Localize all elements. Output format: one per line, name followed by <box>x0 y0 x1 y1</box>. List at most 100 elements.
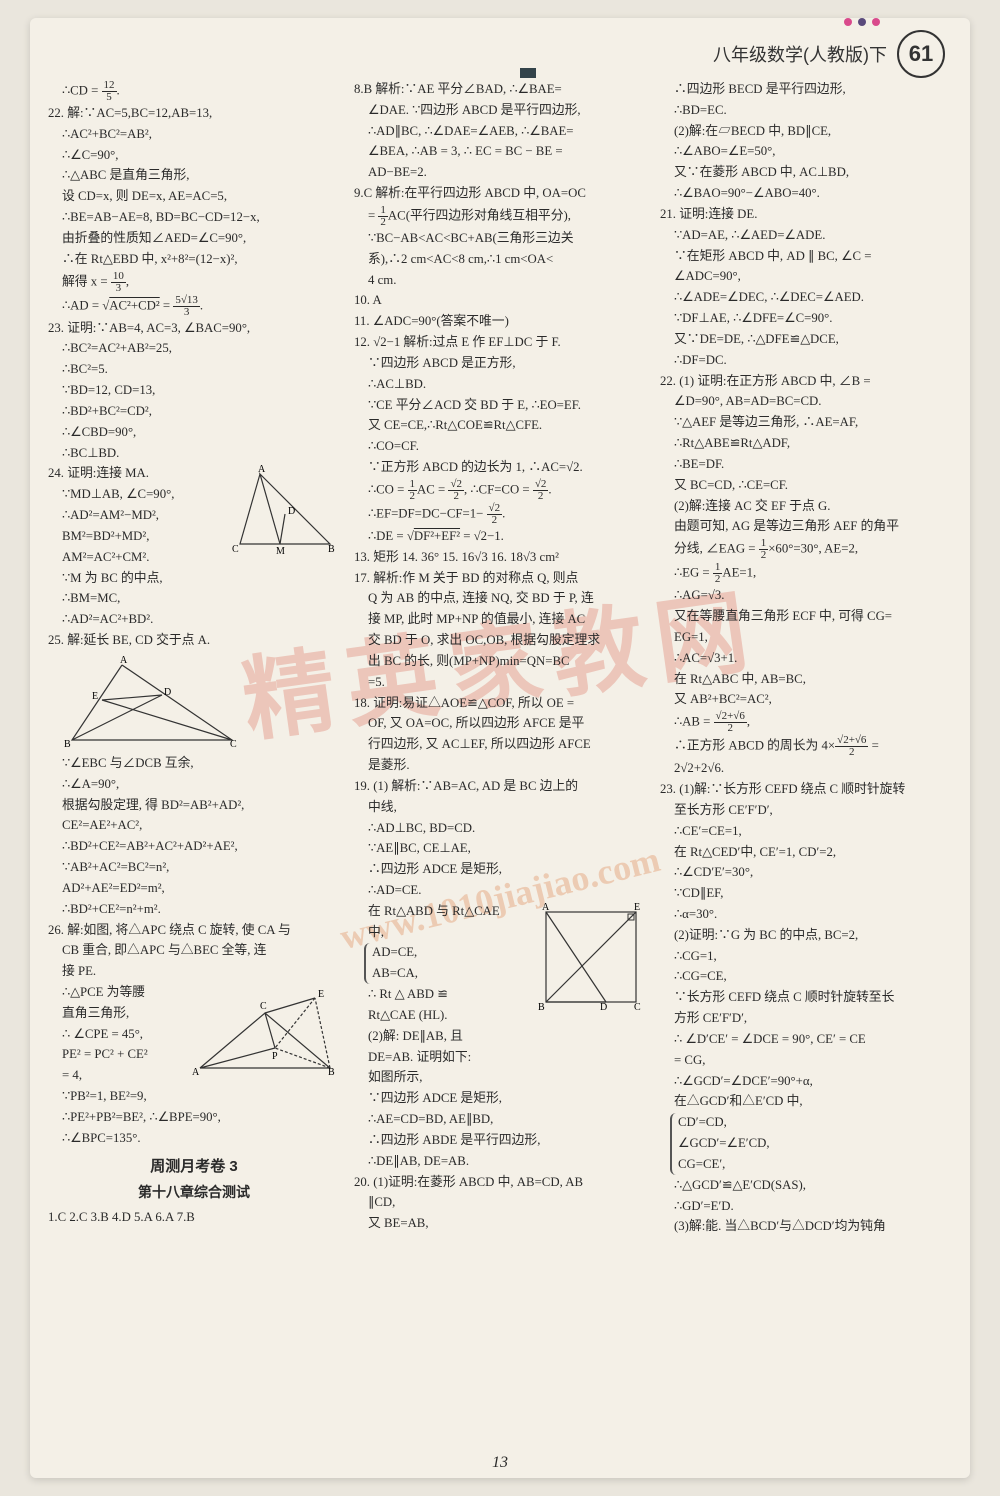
line: ∵M 为 BC 的中点, <box>48 569 340 589</box>
line: EG=1, <box>660 628 952 648</box>
line: 分线, ∠EAG = 12×60°=30°, AE=2, <box>660 538 952 561</box>
line: 23. 证明:∵AB=4, AC=3, ∠BAC=90°, <box>48 319 340 339</box>
line: ∴△GCD′≌△E′CD(SAS), <box>660 1176 952 1196</box>
line: 2√2+2√6. <box>660 759 952 779</box>
line: 9.C 解析:在平行四边形 ABCD 中, OA=OC <box>354 184 646 204</box>
line: ∵∠EBC 与∠DCB 互余, <box>48 754 340 774</box>
svg-text:D: D <box>164 687 171 698</box>
svg-text:C: C <box>634 1002 641 1012</box>
line: ∵BC−AB<AC<BC+AB(三角形三边关 <box>354 229 646 249</box>
line: 由题可知, AG 是等边三角形 AEF 的角平 <box>660 517 952 537</box>
svg-text:E: E <box>634 902 640 913</box>
line: ∴CG=1, <box>660 947 952 967</box>
line: OF, 又 OA=OC, 所以四边形 AFCE 是平 <box>354 714 646 734</box>
line: ∵CE 平分∠ACD 交 BD 于 E, ∴EO=EF. <box>354 396 646 416</box>
line: ∵BD=12, CD=13, <box>48 381 340 401</box>
line: ∴∠CD′E′=30°, <box>660 863 952 883</box>
line: ∵PB²=1, BE²=9, <box>48 1087 340 1107</box>
line: 又∵在菱形 ABCD 中, AC⊥BD, <box>660 163 952 183</box>
line: (2)解:连接 AC 交 EF 于点 G. <box>660 497 952 517</box>
line: 22. (1) 证明:在正方形 ABCD 中, ∠B = <box>660 372 952 392</box>
line: 解得 x = 103, <box>48 271 340 294</box>
line: 系),∴2 cm<AC<8 cm,∴1 cm<OA< <box>354 250 646 270</box>
line: ∵长方形 CEFD 绕点 C 顺时针旋转至长 <box>660 988 952 1008</box>
line: 又 BE=AB, <box>354 1214 646 1234</box>
line: ∴∠C=90°, <box>48 146 340 166</box>
line: ∴AD = √AC²+CD² = 5√133. <box>48 295 340 318</box>
diagram-triangle-24: A C B M D <box>230 464 340 554</box>
line: ∵AB²+AC²=BC²=n², <box>48 858 340 878</box>
section-title: 周测月考卷 3 <box>48 1155 340 1178</box>
line: ∠GCD′=∠E′CD, <box>678 1134 952 1154</box>
line: ∴BM=MC, <box>48 589 340 609</box>
line: 12. √2−1 解析:过点 E 作 EF⊥DC 于 F. <box>354 333 646 353</box>
svg-text:E: E <box>318 989 324 1000</box>
line: ∴CG=CE, <box>660 967 952 987</box>
line: 18. 证明:易证△AOE≌△COF, 所以 OE = <box>354 694 646 714</box>
line: ∴AD∥BC, ∴∠DAE=∠AEB, ∴∠BAE= <box>354 122 646 142</box>
line: ∵DF⊥AE, ∴∠DFE=∠C=90°. <box>660 309 952 329</box>
line: 20. (1)证明:在菱形 ABCD 中, AB=CD, AB <box>354 1173 646 1193</box>
line: ∴∠ABO=∠E=50°, <box>660 142 952 162</box>
line: AD²+AE²=ED²=m², <box>48 879 340 899</box>
line: 4 cm. <box>354 271 646 291</box>
line: 又 AB²+BC²=AC², <box>660 690 952 710</box>
line: ∴EG = 12AE=1, <box>660 562 952 585</box>
line: ∴∠A=90°, <box>48 775 340 795</box>
line: ∴AC⊥BD. <box>354 375 646 395</box>
line: ∠DAE. ∵四边形 ABCD 是平行四边形, <box>354 101 646 121</box>
svg-text:B: B <box>538 1002 545 1012</box>
line: 接 PE. <box>48 962 340 982</box>
line: ∴AG=√3. <box>660 586 952 606</box>
line: ∥CD, <box>354 1193 646 1213</box>
line: ∴PE²+PB²=BE², ∴∠BPE=90°, <box>48 1108 340 1128</box>
svg-text:A: A <box>258 464 266 475</box>
content-columns: ∴CD = 125. 22. 解:∵AC=5,BC=12,AB=13, ∴AC²… <box>48 80 952 1456</box>
diagram-triangle-25: A B C E D <box>62 655 340 750</box>
diagram-triangle-26: A B C E P <box>190 983 340 1078</box>
line: ∴∠BAO=90°−∠ABO=40°. <box>660 184 952 204</box>
line: 21. 证明:连接 DE. <box>660 205 952 225</box>
line: ∴AC=√3+1. <box>660 649 952 669</box>
line: ∴BD²+CE²=n²+m². <box>48 900 340 920</box>
line: ∴△ABC 是直角三角形, <box>48 166 340 186</box>
subsection-title: 第十八章综合测试 <box>48 1182 340 1204</box>
line: (2)解:在▱BECD 中, BD∥CE, <box>660 122 952 142</box>
line: ∴四边形 ADCE 是矩形, <box>354 860 646 880</box>
line: ∴∠BPC=135°. <box>48 1129 340 1149</box>
line: 在 Rt△ABC 中, AB=BC, <box>660 670 952 690</box>
line: AD−BE=2. <box>354 163 646 183</box>
line: 方形 CE′F′D′, <box>660 1009 952 1029</box>
line: 又在等腰直角三角形 ECF 中, 可得 CG= <box>660 607 952 627</box>
line: 至长方形 CE′F′D′, <box>660 801 952 821</box>
line: ∴∠CBD=90°, <box>48 423 340 443</box>
line: Q 为 AB 的中点, 连接 NQ, 交 BD 于 P, 连 <box>354 589 646 609</box>
line: (2)证明:∵G 为 BC 的中点, BC=2, <box>660 926 952 946</box>
line: ∵AD=AE, ∴∠AED=∠ADE. <box>660 226 952 246</box>
line: CB 重合, 即△APC 与△BEC 全等, 连 <box>48 941 340 961</box>
line: ∴BE=DF. <box>660 455 952 475</box>
line: ∴CD = 125. <box>48 80 340 103</box>
svg-text:D: D <box>600 1002 607 1012</box>
line: ∵四边形 ABCD 是正方形, <box>354 354 646 374</box>
line: ∴EF=DF=DC−CF=1− √22. <box>354 503 646 526</box>
line: DE=AB. 证明如下: <box>354 1048 646 1068</box>
line: ∵CD∥EF, <box>660 884 952 904</box>
line: ∵△AEF 是等边三角形, ∴AE=AF, <box>660 413 952 433</box>
line: ∵在矩形 ABCD 中, AD ∥ BC, ∠C = <box>660 247 952 267</box>
line: ∴BC²=5. <box>48 360 340 380</box>
diagram-rect-19: A E B D C <box>536 902 646 1012</box>
line: 是菱形. <box>354 756 646 776</box>
line: ∴四边形 ABDE 是平行四边形, <box>354 1131 646 1151</box>
line: ∵正方形 ABCD 的边长为 1, ∴AC=√2. <box>354 458 646 478</box>
line: 8.B 解析:∵AE 平分∠BAD, ∴∠BAE= <box>354 80 646 100</box>
line: ∴∠ADE=∠DEC, ∴∠DEC=∠AED. <box>660 288 952 308</box>
svg-text:C: C <box>230 739 237 750</box>
column-1: ∴CD = 125. 22. 解:∵AC=5,BC=12,AB=13, ∴AC²… <box>48 80 340 1456</box>
line: 根据勾股定理, 得 BD²=AB²+AD², <box>48 796 340 816</box>
svg-text:P: P <box>272 1051 278 1062</box>
line: 又∵DE=DE, ∴△DFE≌△DCE, <box>660 330 952 350</box>
svg-text:A: A <box>192 1067 200 1078</box>
line: ∴AB = √2+√62, <box>660 711 952 734</box>
line: 19. (1) 解析:∵AB=AC, AD 是 BC 边上的 <box>354 777 646 797</box>
